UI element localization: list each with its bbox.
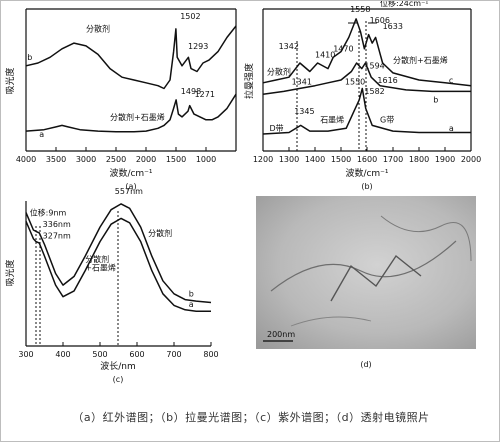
panel-c-x-tick-label: 700 (166, 350, 181, 359)
panel-b-annotation: b (433, 96, 438, 105)
panel-b-series-a-line (262, 87, 471, 135)
panel-a-x-tick-label: 3500 (46, 155, 66, 164)
panel-c-annotation: b (189, 290, 194, 299)
panel-b-annotation: c (449, 76, 453, 85)
panel-c-label: (c) (113, 375, 124, 384)
panel-b-annotation: 分散剂+石墨烯 (393, 55, 448, 65)
panel-c-x-tick-label: 300 (18, 350, 33, 359)
panel-b-annotation: 1594 (364, 62, 384, 71)
panel-c-uv-spectrum: 300 400 500 600 700 800 557nm 位移:9nm 336nm 327nm… (4, 187, 219, 384)
panel-a-annotation: 1293 (188, 42, 208, 51)
panel-a-label: (a) (125, 182, 136, 191)
panel-c-x-tick-label: 500 (92, 350, 107, 359)
figure-caption: （a）红外谱图；（b）拉曼光谱图；（c）紫外谱图；（d）透射电镜照片 (72, 411, 430, 424)
tem-scale-bar-label: 200nm (267, 330, 295, 339)
tem-photo (256, 196, 476, 349)
panel-c-x-tick-label: 600 (129, 350, 144, 359)
panel-d-label: (d) (360, 360, 371, 369)
panel-b-x-tick-label: 1700 (383, 155, 403, 164)
panel-a-x-tick-label: 2500 (106, 155, 126, 164)
panel-c-annotation: 位移:9nm (30, 208, 67, 218)
panel-b-series-b-line (262, 18, 472, 87)
panel-b-annotation: 1633 (383, 22, 403, 31)
tem-graphene-fold-3 (380, 215, 472, 262)
panel-c-x-label: 波长/nm (100, 360, 136, 372)
panel-c-x-tick-label: 800 (203, 350, 218, 359)
panel-b-raman-spectrum: 1200 1300 1400 1500 1600 1700 1800 1900 2000 134… (243, 0, 481, 191)
panel-a-series-a-line (25, 93, 237, 133)
panel-a-annotation: 分散剂 (86, 24, 110, 34)
panel-c-annotation: 336nm (43, 220, 71, 229)
panel-c-annotation: 分散剂 (85, 254, 109, 264)
panel-b-annotation: 1345 (294, 107, 314, 116)
panel-a-annotation: 1498 (181, 87, 201, 96)
panel-c-annotation: 327nm (43, 232, 71, 241)
panel-c-annotation: +石墨烯 (85, 263, 116, 273)
panel-b-annotation: 1558 (350, 5, 370, 14)
panel-b-x-tick-label: 1500 (331, 155, 351, 164)
panel-b-annotation: 石墨烯 (320, 115, 344, 125)
panel-b-annotation: a (449, 124, 454, 133)
panel-b-annotation: D带 (270, 124, 284, 133)
panel-c-annotation: 分散剂 (148, 228, 172, 238)
tem-graphene-fold-2 (330, 254, 422, 302)
panel-a-x-tick-label: 3000 (76, 155, 96, 164)
panel-b-annotation: 1606 (370, 16, 390, 25)
panel-a-series-b-line (25, 25, 237, 90)
panel-a-annotation: 1502 (180, 12, 200, 21)
panel-c-x-tick-label: 400 (55, 350, 70, 359)
panel-a-x-tick-label: 1000 (196, 155, 216, 164)
panel-b-x-tick-label: 1600 (357, 155, 377, 164)
panel-b-x-tick-label: 1400 (305, 155, 325, 164)
panel-b-y-label: 拉曼强度 (243, 63, 255, 99)
panel-b-annotation: 1550 (345, 77, 365, 86)
panel-b-x-tick-label: 1800 (409, 155, 429, 164)
panel-b-annotation: 1410 (315, 50, 335, 59)
panel-b-x-label: 波数/cm⁻¹ (345, 167, 388, 179)
panel-c-y-label: 吸光度 (4, 259, 16, 286)
panel-a-x-tick-label: 4000 (16, 155, 36, 164)
panel-a-x-label: 波数/cm⁻¹ (109, 167, 152, 179)
panel-a-annotation: a (39, 130, 44, 139)
panel-b-x-tick-label: 2000 (461, 155, 481, 164)
panel-c-series-a-line (25, 217, 211, 312)
panel-b-annotation: 1582 (364, 87, 384, 96)
panel-b-x-tick-label: 1300 (279, 155, 299, 164)
panel-a-annotation: b (27, 53, 32, 62)
panel-b-label: (b) (361, 182, 372, 191)
panel-b-annotation: 分散剂 (267, 66, 291, 76)
panel-c-annotation: a (189, 300, 194, 309)
panel-b-annotation: 1342 (279, 42, 299, 51)
panel-c-series-b-line (25, 203, 212, 304)
panel-c-annotation: 557nm (115, 187, 143, 196)
panel-b-series-c-line (262, 62, 471, 95)
panel-a-x-tick-label: 2000 (136, 155, 156, 164)
figure-canvas: 4000 3500 3000 2500 2000 1500 1000 分散剂分散剂+石墨烯b… (4, 0, 481, 384)
panel-b-annotation: G带 (380, 116, 394, 125)
panel-a-y-label: 吸光度 (4, 67, 16, 94)
panel-b-annotation: 1341 (292, 77, 312, 86)
panel-b-annotation: 1470 (333, 45, 353, 54)
panel-b-x-tick-label: 1900 (435, 155, 455, 164)
panel-d-tem-image: 200nm (d) (256, 196, 476, 369)
panel-a-annotation: 分散剂+石墨烯 (110, 112, 165, 122)
panel-b-annotation: 位移:24cm⁻¹ (380, 1, 429, 8)
tem-graphene-fold-1 (270, 240, 457, 292)
panel-b-x-tick-label: 1200 (253, 155, 273, 164)
panel-a-annotation: 1271 (195, 90, 215, 99)
panel-b-annotation: 1616 (377, 76, 397, 85)
tem-graphene-fold-4 (290, 316, 372, 327)
panel-a-x-tick-label: 1500 (166, 155, 186, 164)
